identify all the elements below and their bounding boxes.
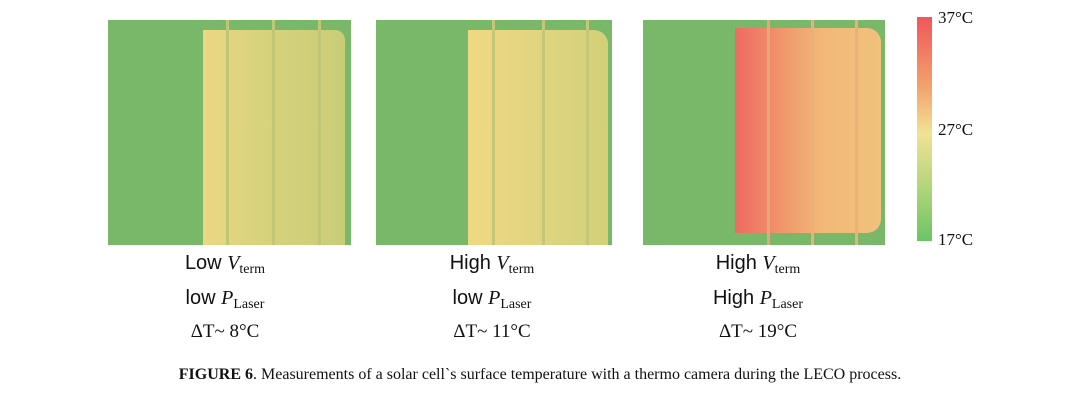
busbar-line <box>318 20 321 245</box>
figure-number: FIGURE 6 <box>178 366 254 383</box>
panel-2-vterm-label: High Vterm <box>449 252 535 277</box>
figure-caption: FIGURE 6. Measurements of a solar cell`s… <box>0 366 1080 384</box>
caption-text: . Measurements of a solar cell`s surface… <box>253 366 902 383</box>
panel-3-delta-t: ΔT~ 19°C <box>718 321 798 342</box>
panel-1-vterm-label: Low Vterm <box>184 252 266 277</box>
busbar-line <box>855 20 858 245</box>
busbar-line <box>272 20 275 245</box>
busbar-line <box>767 20 770 245</box>
scale-min-label: 17°C <box>938 230 974 249</box>
busbar-line <box>226 20 229 245</box>
thermal-image-high-vterm-low-plaser <box>376 20 612 245</box>
solar-cell-region <box>735 28 881 233</box>
panel-1-delta-t: ΔT~ 8°C <box>190 321 260 342</box>
thermal-image-high-vterm-high-plaser <box>643 20 885 245</box>
busbar-line <box>542 20 545 245</box>
panel-3-vterm-label: High Vterm <box>715 252 801 277</box>
panel-2-plaser-label: low PLaser <box>452 287 532 312</box>
busbar-line <box>492 20 495 245</box>
busbar-line <box>586 20 589 245</box>
thermal-image-low-vterm-low-plaser <box>108 20 351 245</box>
panel-2-delta-t: ΔT~ 11°C <box>453 321 531 342</box>
panel-1-plaser-label: low PLaser <box>185 287 265 312</box>
scale-max-label: 37°C <box>938 8 974 27</box>
solar-cell-region <box>468 30 608 245</box>
temperature-color-scale <box>917 17 932 241</box>
panel-3-plaser-label: High PLaser <box>712 287 803 312</box>
scale-mid-label: 27°C <box>938 120 974 139</box>
busbar-line <box>811 20 814 245</box>
